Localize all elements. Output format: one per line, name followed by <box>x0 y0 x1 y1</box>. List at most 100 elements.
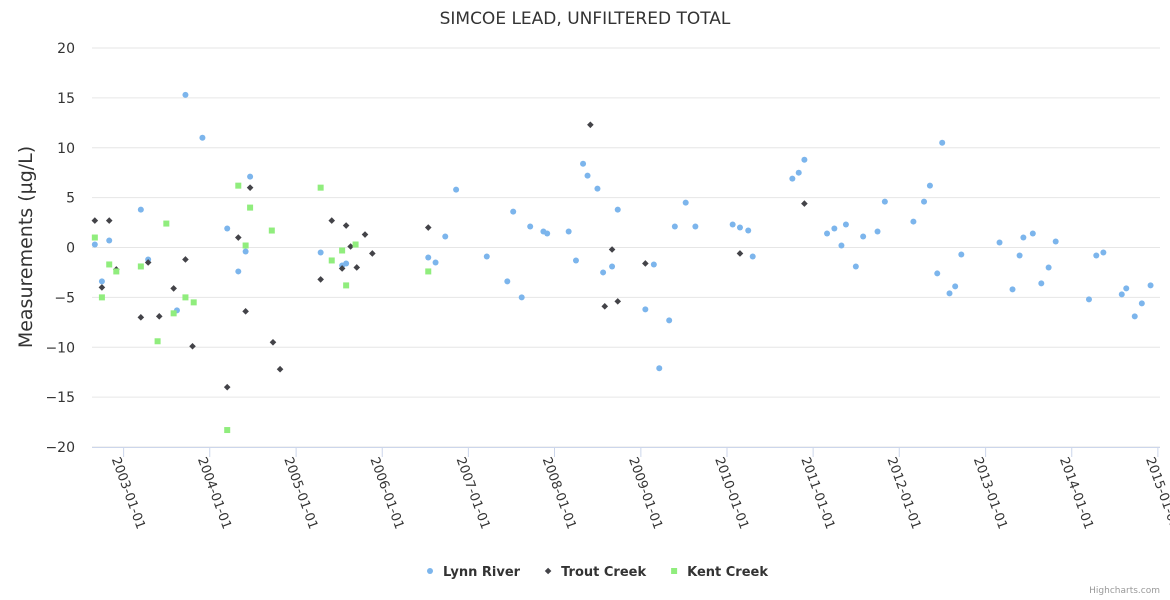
point-lynn-river[interactable] <box>572 257 579 264</box>
legend-label-trout-creek[interactable]: Trout Creek <box>561 565 646 580</box>
legend-label-lynn-river[interactable]: Lynn River <box>443 565 521 580</box>
point-kent-creek[interactable] <box>98 294 105 301</box>
legend-label-kent-creek[interactable]: Kent Creek <box>687 565 768 580</box>
point-trout-creek[interactable] <box>317 276 324 283</box>
point-trout-creek[interactable] <box>736 250 744 257</box>
point-trout-creek[interactable] <box>342 222 350 229</box>
point-lynn-river[interactable] <box>682 199 689 206</box>
point-lynn-river[interactable] <box>736 224 743 231</box>
point-lynn-river[interactable] <box>1009 286 1016 293</box>
point-trout-creek[interactable] <box>276 365 284 373</box>
point-lynn-river[interactable] <box>235 268 242 275</box>
point-trout-creek[interactable] <box>361 231 369 238</box>
point-lynn-river[interactable] <box>1052 238 1059 245</box>
point-trout-creek[interactable] <box>801 200 808 207</box>
point-lynn-river[interactable] <box>91 241 98 248</box>
point-lynn-river[interactable] <box>860 233 867 240</box>
point-lynn-river[interactable] <box>934 270 941 277</box>
point-trout-creek[interactable] <box>614 298 622 305</box>
point-lynn-river[interactable] <box>565 228 572 235</box>
point-kent-creek[interactable] <box>242 242 249 249</box>
point-lynn-river[interactable] <box>1038 280 1045 287</box>
point-lynn-river[interactable] <box>442 233 449 240</box>
point-kent-creek[interactable] <box>154 338 161 345</box>
point-lynn-river[interactable] <box>838 242 845 249</box>
point-lynn-river[interactable] <box>1085 296 1092 303</box>
point-lynn-river[interactable] <box>1138 300 1145 307</box>
point-lynn-river[interactable] <box>745 227 752 234</box>
point-lynn-river[interactable] <box>801 156 808 163</box>
point-lynn-river[interactable] <box>921 198 928 205</box>
point-lynn-river[interactable] <box>1100 249 1107 256</box>
point-trout-creek[interactable] <box>242 308 249 315</box>
point-kent-creek[interactable] <box>328 257 335 264</box>
point-lynn-river[interactable] <box>692 223 699 230</box>
point-kent-creek[interactable] <box>317 184 324 191</box>
point-lynn-river[interactable] <box>343 260 350 267</box>
chart-credit[interactable]: Highcharts.com <box>1089 586 1160 596</box>
point-trout-creek[interactable] <box>155 313 163 320</box>
point-trout-creek[interactable] <box>328 217 336 224</box>
point-lynn-river[interactable] <box>98 278 105 285</box>
point-kent-creek[interactable] <box>91 234 98 241</box>
point-kent-creek[interactable] <box>235 182 242 189</box>
point-lynn-river[interactable] <box>749 253 756 260</box>
point-lynn-river[interactable] <box>432 259 439 266</box>
point-trout-creek[interactable] <box>98 284 106 291</box>
point-lynn-river[interactable] <box>182 91 189 98</box>
point-lynn-river[interactable] <box>483 253 490 260</box>
point-lynn-river[interactable] <box>1045 264 1052 271</box>
point-kent-creek[interactable] <box>352 241 359 248</box>
point-lynn-river[interactable] <box>1093 252 1100 259</box>
point-kent-creek[interactable] <box>137 263 144 270</box>
point-trout-creek[interactable] <box>353 264 361 271</box>
point-lynn-river[interactable] <box>729 221 736 228</box>
point-kent-creek[interactable] <box>224 427 231 434</box>
point-lynn-river[interactable] <box>996 239 1003 246</box>
point-lynn-river[interactable] <box>425 254 432 261</box>
point-lynn-river[interactable] <box>650 261 657 268</box>
point-kent-creek[interactable] <box>106 261 113 268</box>
point-kent-creek[interactable] <box>247 204 254 211</box>
point-lynn-river[interactable] <box>952 283 959 290</box>
point-kent-creek[interactable] <box>339 247 346 254</box>
point-lynn-river[interactable] <box>527 223 534 230</box>
point-lynn-river[interactable] <box>199 134 206 141</box>
point-lynn-river[interactable] <box>317 249 324 256</box>
legend-item-lynn-river[interactable]: Lynn River <box>427 565 521 580</box>
point-trout-creek[interactable] <box>269 338 277 346</box>
point-trout-creek[interactable] <box>642 260 649 267</box>
point-kent-creek[interactable] <box>163 220 170 227</box>
point-trout-creek[interactable] <box>369 250 376 257</box>
point-trout-creek[interactable] <box>144 259 152 266</box>
point-trout-creek[interactable] <box>182 256 189 263</box>
point-kent-creek[interactable] <box>190 299 197 306</box>
point-lynn-river[interactable] <box>224 225 231 232</box>
point-lynn-river[interactable] <box>852 263 859 270</box>
point-lynn-river[interactable] <box>789 175 796 182</box>
point-trout-creek[interactable] <box>223 383 231 391</box>
point-trout-creek[interactable] <box>91 217 99 224</box>
point-lynn-river[interactable] <box>242 248 249 255</box>
point-trout-creek[interactable] <box>170 285 177 292</box>
legend-item-trout-creek[interactable]: Trout Creek <box>544 565 647 580</box>
point-lynn-river[interactable] <box>795 169 802 176</box>
point-lynn-river[interactable] <box>1123 285 1130 292</box>
legend-item-kent-creek[interactable]: Kent Creek <box>671 565 768 580</box>
point-trout-creek[interactable] <box>105 217 113 224</box>
point-lynn-river[interactable] <box>453 186 460 193</box>
point-lynn-river[interactable] <box>247 173 254 180</box>
point-lynn-river[interactable] <box>831 225 838 232</box>
point-lynn-river[interactable] <box>594 185 601 192</box>
point-kent-creek[interactable] <box>170 310 177 317</box>
point-lynn-river[interactable] <box>910 218 917 225</box>
point-kent-creek[interactable] <box>343 282 350 289</box>
point-lynn-river[interactable] <box>666 317 673 324</box>
point-lynn-river[interactable] <box>842 221 849 228</box>
point-lynn-river[interactable] <box>939 139 946 146</box>
point-lynn-river[interactable] <box>510 208 517 215</box>
point-kent-creek[interactable] <box>113 268 120 275</box>
point-trout-creek[interactable] <box>246 184 254 191</box>
legend-symbol-kent-creek[interactable] <box>671 568 678 574</box>
point-lynn-river[interactable] <box>946 290 953 297</box>
